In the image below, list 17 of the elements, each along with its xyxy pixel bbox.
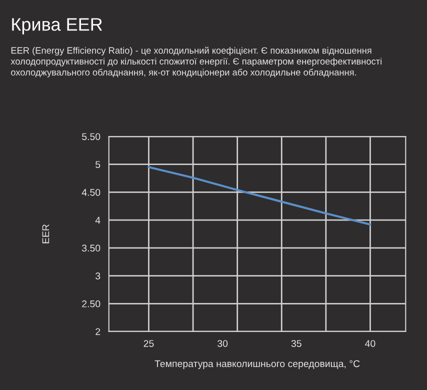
x-tick-label: 40 <box>365 340 376 347</box>
x-tick-label: 30 <box>218 340 228 347</box>
x-tick-label: 25 <box>144 340 154 347</box>
y-tick-label: 2 <box>96 328 100 336</box>
y-axis-title: EER <box>42 224 50 244</box>
y-tick-label: 3 <box>96 272 100 280</box>
x-axis-title: Температура навколишнього середовища, °C <box>154 360 360 370</box>
y-tick-label: 4.50 <box>82 188 100 196</box>
y-tick-label: 3.50 <box>82 244 100 252</box>
y-tick-label: 4 <box>95 216 100 224</box>
y-tick-label: 5.50 <box>82 133 100 140</box>
chart-subtitle: EER (Energy Efficiency Ratio) - це холодильний коефіцієнт. Є показником відношення холодопродуктивності до кількості спожитої енергії. Є параметром енергоефективності охолоджувального обладнання, як-от кондиціонери або холодильне обладнання. <box>10 46 382 78</box>
y-tick-label: 2.50 <box>82 300 100 308</box>
y-tick-label: 5 <box>96 161 100 168</box>
line-series <box>148 166 372 226</box>
x-tick-label: 35 <box>291 340 302 347</box>
chart-title: Крива EER <box>12 18 102 34</box>
